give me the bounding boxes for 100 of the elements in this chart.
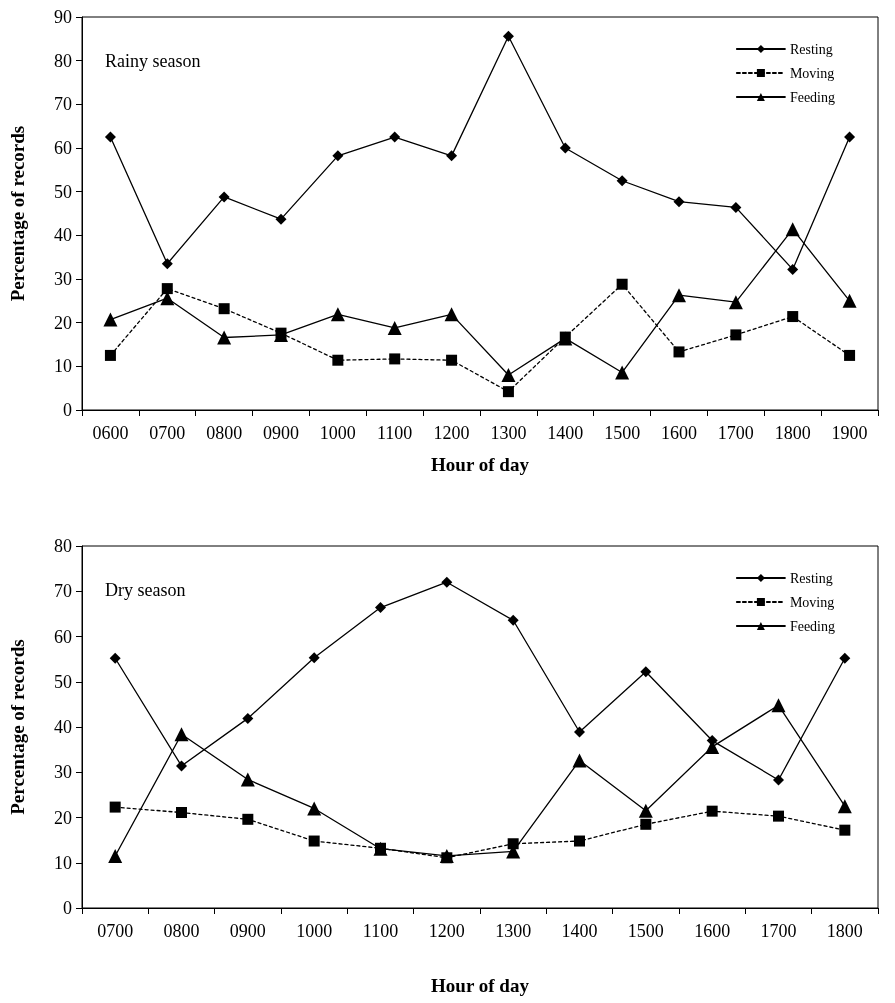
point (728, 295, 743, 310)
point (446, 150, 458, 162)
y-tick-label: 40 (54, 717, 72, 737)
legend-label: Resting (789, 570, 833, 586)
y-tick-label: 60 (54, 138, 72, 158)
y-tick-label: 10 (54, 852, 72, 873)
x-tick-label: 1100 (362, 921, 399, 941)
y-axis-title: Percentage of records (7, 125, 28, 302)
x-tick-label: 1700 (717, 423, 754, 443)
y-tick-label: 90 (54, 7, 72, 27)
x-tick-label: 1600 (661, 423, 697, 443)
point (773, 810, 784, 822)
y-tick-label: 80 (54, 50, 72, 71)
x-axis-title: Hour of day (431, 454, 530, 475)
point (240, 772, 255, 787)
point (217, 330, 232, 345)
y-tick-label: 50 (54, 671, 72, 692)
point (771, 698, 786, 713)
point (446, 354, 458, 366)
point (572, 753, 587, 768)
y-tick-label: 40 (54, 225, 72, 246)
point (730, 329, 742, 341)
text: Rainy season (105, 51, 201, 71)
point (275, 213, 287, 225)
point (638, 803, 653, 818)
x-tick-label: 1000 (296, 921, 333, 941)
point (161, 283, 173, 295)
x-tick-label: 1800 (826, 921, 863, 941)
point (176, 807, 187, 819)
point (842, 293, 857, 308)
x-tick-label: 1000 (319, 423, 356, 443)
point (375, 602, 386, 614)
point (109, 652, 121, 664)
point (844, 131, 856, 143)
x-tick-label: 0700 (149, 423, 186, 443)
point (839, 824, 851, 836)
point (502, 30, 514, 42)
legend-label: Moving (789, 65, 835, 81)
x-tick-label: 1400 (547, 423, 584, 443)
y-tick-label: 70 (54, 94, 72, 115)
x-tick-label: 1200 (428, 921, 465, 941)
text: Dry season (105, 580, 186, 600)
x-tick-label: 0800 (163, 921, 200, 941)
point (574, 835, 585, 847)
point (839, 652, 851, 664)
y-tick-label: 30 (54, 269, 72, 289)
point (242, 813, 254, 825)
y-tick-label: 0 (63, 400, 72, 420)
point (673, 196, 685, 208)
point (559, 142, 571, 154)
y-tick-label: 20 (54, 807, 72, 828)
x-tick-label: 1900 (831, 423, 868, 443)
point (332, 150, 344, 162)
point (785, 222, 800, 237)
y-tick-label: 0 (63, 898, 72, 918)
point (640, 666, 652, 678)
point (640, 818, 652, 830)
point (616, 175, 628, 187)
legend-label: Feeding (789, 89, 836, 105)
point (104, 131, 116, 143)
x-tick-label: 0900 (229, 921, 266, 941)
x-tick-label: 0700 (97, 921, 134, 941)
point (389, 353, 401, 365)
point (444, 307, 459, 322)
x-tick-label: 1400 (561, 921, 598, 941)
point (616, 278, 628, 290)
point (507, 614, 519, 626)
y-tick-label: 50 (54, 181, 72, 202)
point (844, 349, 856, 361)
x-tick-label: 0800 (206, 423, 243, 443)
y-tick-label: 60 (54, 626, 72, 647)
point (161, 258, 173, 270)
point (773, 774, 784, 786)
x-axis-title: Hour of day (431, 975, 530, 996)
point (242, 712, 254, 724)
point (672, 288, 686, 303)
point (389, 131, 401, 143)
point (441, 576, 453, 588)
y-axis-title: Percentage of records (7, 639, 28, 815)
legend-label: Feeding (789, 618, 836, 634)
x-tick-label: 1700 (760, 921, 797, 941)
point (673, 346, 685, 358)
point (103, 312, 118, 327)
x-tick-label: 1200 (433, 423, 470, 443)
point (176, 760, 187, 772)
y-tick-label: 80 (54, 536, 72, 556)
y-tick-label: 70 (54, 581, 72, 602)
x-tick-label: 1100 (377, 423, 413, 443)
point (307, 801, 322, 816)
point (387, 320, 402, 335)
point (174, 727, 189, 742)
x-tick-label: 0600 (92, 423, 129, 443)
x-tick-label: 1500 (604, 423, 641, 443)
x-tick-label: 1300 (495, 921, 532, 941)
point (837, 799, 852, 814)
point (308, 652, 320, 664)
point (501, 368, 516, 383)
point (574, 726, 585, 738)
point (104, 349, 116, 361)
legend-label: Resting (789, 41, 833, 57)
